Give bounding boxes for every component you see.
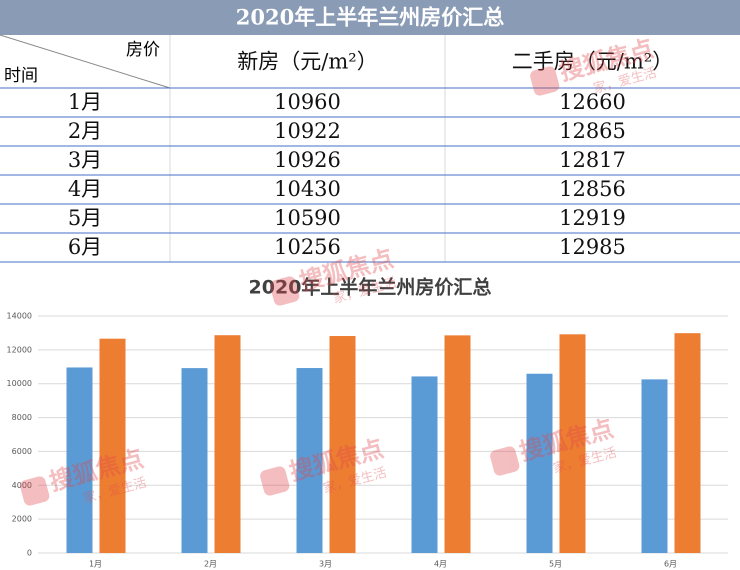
bar (296, 368, 323, 553)
y-tick-label: 12000 (7, 345, 32, 354)
bar (411, 376, 438, 553)
table-cell: 12660 (559, 90, 626, 114)
row-label: 5月 (68, 206, 102, 230)
x-tick-label: 1月 (89, 560, 102, 569)
bar (214, 335, 241, 553)
table-cell: 10922 (274, 119, 341, 143)
watermark-logo (530, 66, 560, 96)
y-tick-label: 4000 (12, 481, 32, 490)
x-tick-label: 2月 (204, 560, 217, 569)
corner-bottom: 时间 (4, 66, 38, 86)
row-label: 1月 (68, 90, 102, 114)
watermark-logo (20, 476, 50, 506)
diagonal (0, 34, 171, 89)
bar (181, 368, 208, 553)
row-label: 2月 (68, 119, 102, 143)
y-tick-label: 10000 (7, 379, 32, 388)
watermark-logo (490, 446, 520, 476)
watermark-logo (270, 276, 300, 306)
column-header: 二手房（元/m²） (512, 50, 673, 74)
x-tick-label: 3月 (319, 560, 332, 569)
bar (99, 338, 126, 553)
table-cell: 12817 (559, 148, 626, 172)
row-label: 3月 (68, 148, 102, 172)
table-cell: 10590 (274, 206, 341, 230)
table-title: 2020年上半年兰州房价汇总 (236, 5, 504, 30)
y-tick-label: 2000 (12, 515, 32, 524)
watermark-logo (260, 466, 290, 496)
bar (444, 335, 471, 553)
bar (674, 333, 701, 553)
y-tick-label: 8000 (12, 413, 32, 422)
table-cell: 12919 (559, 206, 626, 230)
table-cell: 10960 (274, 90, 341, 114)
table-cell: 12856 (559, 177, 626, 201)
bar (526, 373, 553, 553)
table-cell: 10430 (274, 177, 341, 201)
x-tick-label: 5月 (549, 560, 562, 569)
table-title-bg (0, 0, 740, 35)
table-cell: 10256 (274, 235, 341, 259)
x-tick-label: 6月 (664, 560, 677, 569)
x-tick-label: 4月 (434, 560, 447, 569)
y-tick-label: 6000 (12, 447, 32, 456)
table-cell: 12985 (559, 235, 626, 259)
chart-title: 2020年上半年兰州房价汇总 (249, 276, 492, 299)
y-tick-label: 14000 (7, 312, 32, 321)
bar (559, 334, 586, 553)
row-label: 4月 (68, 177, 102, 201)
row-label: 6月 (68, 235, 102, 259)
column-header: 新房（元/m²） (237, 50, 377, 74)
bar (329, 336, 356, 553)
bar (66, 367, 93, 553)
corner-top: 房价 (126, 40, 160, 60)
y-tick-label: 0 (27, 549, 32, 558)
bar (641, 379, 668, 553)
table-cell: 12865 (559, 119, 626, 143)
table-cell: 10926 (274, 148, 341, 172)
